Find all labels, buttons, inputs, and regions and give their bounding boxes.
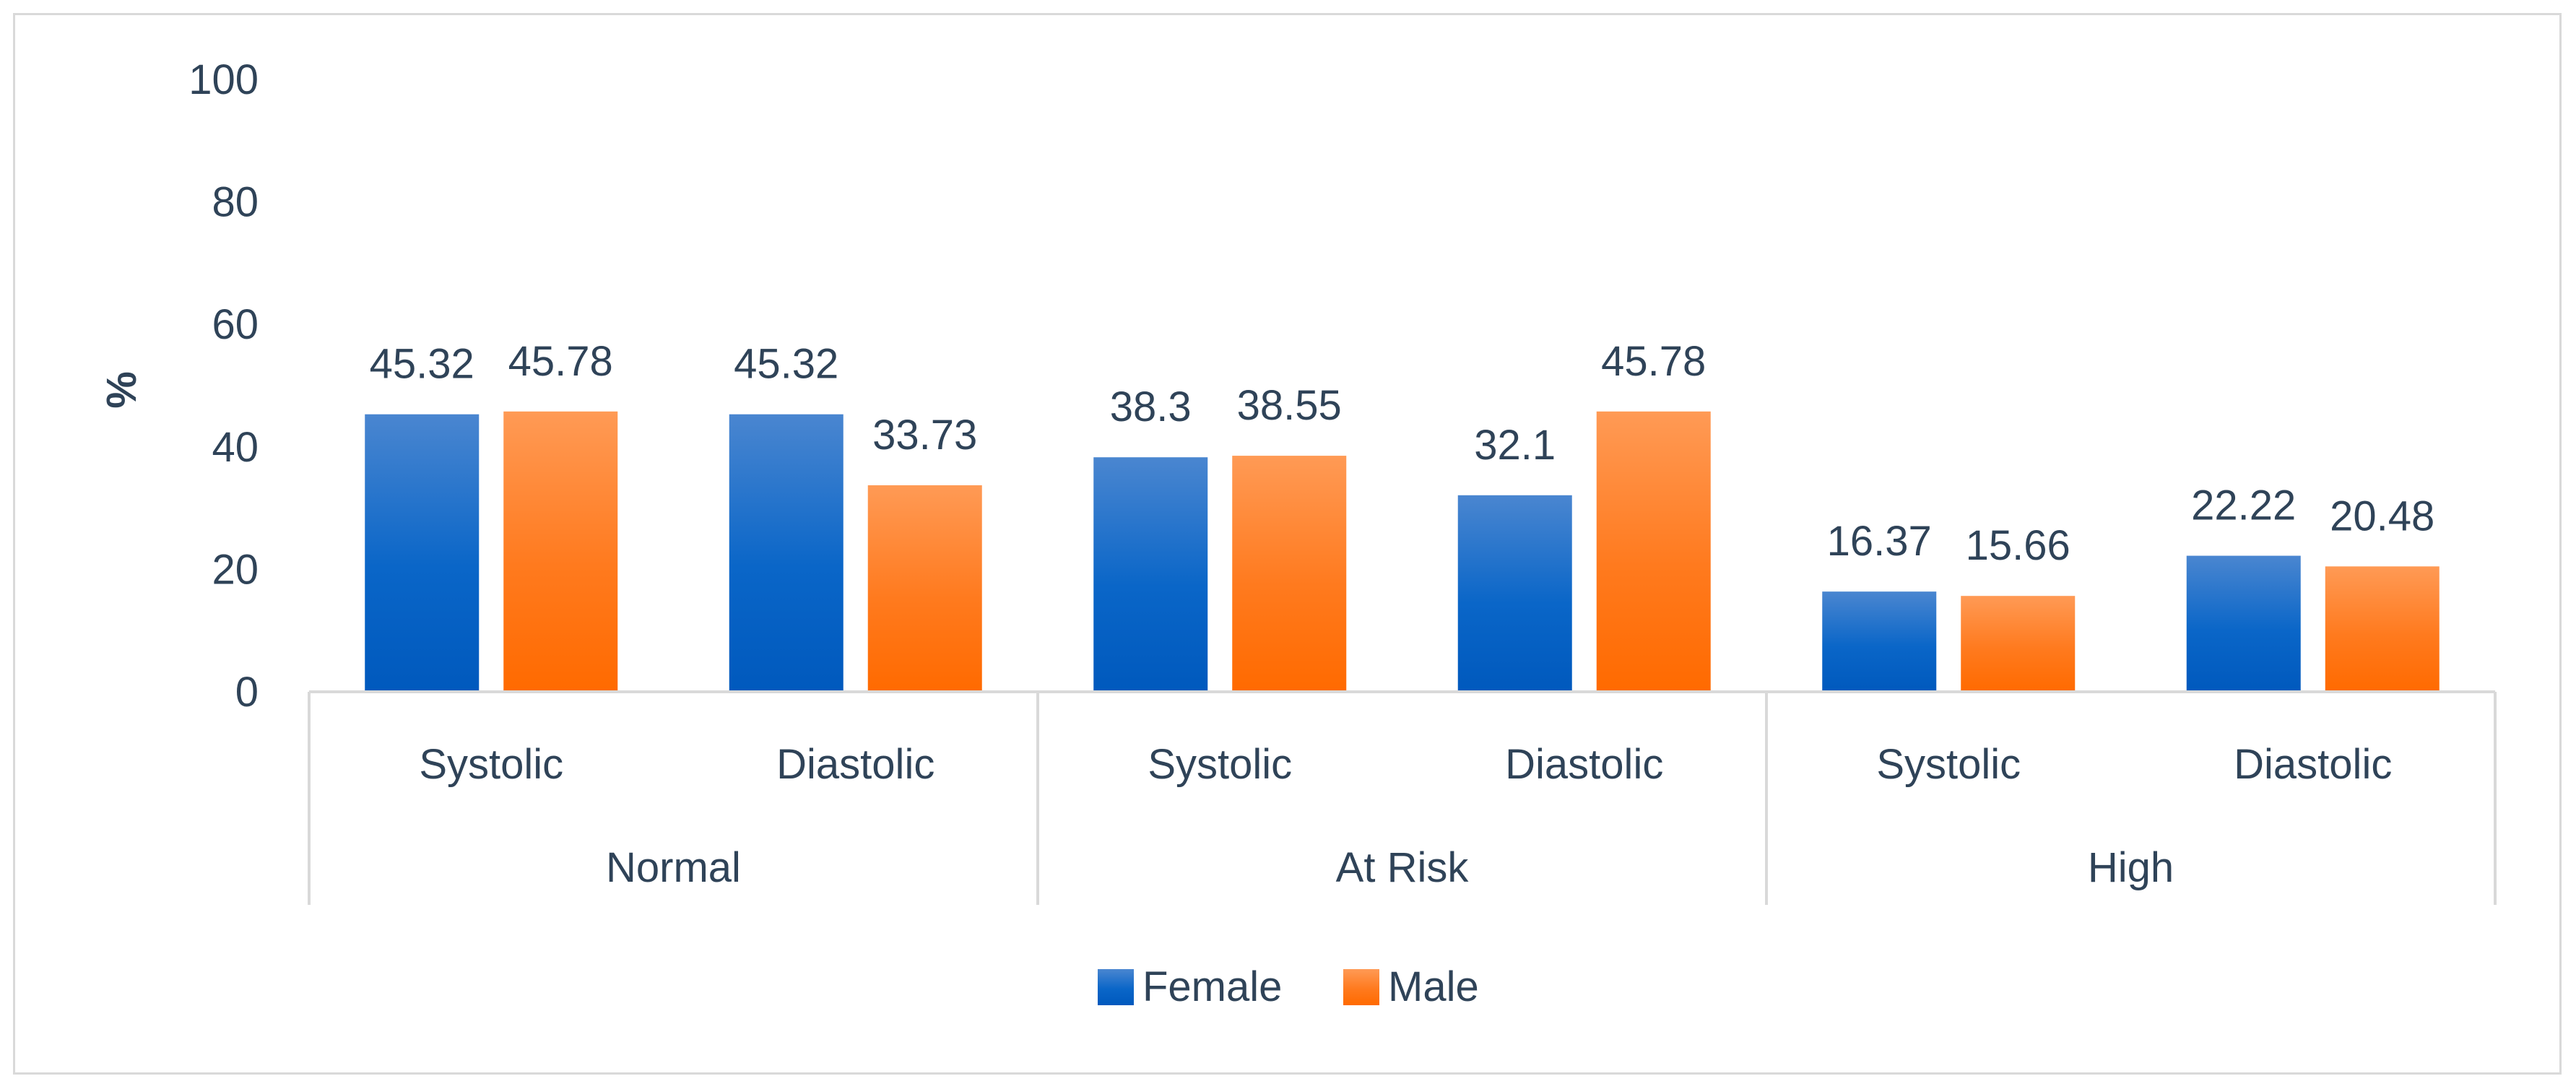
bar-female bbox=[1822, 591, 1937, 692]
y-axis: 0 20 40 60 80 100 bbox=[188, 56, 259, 716]
data-label: 45.32 bbox=[734, 341, 838, 388]
category-label: Systolic bbox=[1876, 741, 2021, 788]
group-label: High bbox=[2088, 844, 2174, 891]
y-tick-label: 0 bbox=[235, 669, 259, 716]
bar-male bbox=[867, 485, 982, 692]
y-tick-label: 20 bbox=[212, 546, 259, 593]
bar-male bbox=[1961, 596, 2076, 692]
data-label: 32.1 bbox=[1474, 422, 1556, 469]
x-axis: Systolic Diastolic Normal Systolic Diastolic… bbox=[308, 690, 2497, 905]
legend: Female Male bbox=[1098, 963, 1479, 1010]
group-label: At Risk bbox=[1336, 844, 1470, 891]
data-labels: 45.32 45.78 45.32 33.73 38.3 38.55 32.1 45.78 16… bbox=[370, 338, 2435, 569]
bar-male bbox=[503, 411, 618, 692]
y-tick-label: 80 bbox=[212, 179, 259, 226]
data-label: 20.48 bbox=[2330, 493, 2434, 539]
data-label: 45.78 bbox=[508, 338, 613, 385]
legend-swatch-male bbox=[1343, 969, 1379, 1005]
bar-male bbox=[2325, 566, 2440, 692]
bar-male bbox=[1232, 456, 1347, 692]
data-label: 22.22 bbox=[2191, 482, 2296, 529]
data-label: 45.32 bbox=[370, 341, 474, 388]
group-label: Normal bbox=[606, 844, 741, 891]
y-tick-label: 40 bbox=[212, 424, 259, 471]
bar-female bbox=[1457, 495, 1572, 692]
data-label: 45.78 bbox=[1601, 338, 1706, 385]
legend-swatch-female bbox=[1098, 969, 1134, 1005]
bar-female bbox=[2186, 555, 2301, 692]
bar-female bbox=[1093, 457, 1208, 692]
category-label: Diastolic bbox=[2234, 741, 2392, 788]
data-label: 16.37 bbox=[1827, 518, 1932, 565]
bars bbox=[365, 411, 2440, 692]
data-label: 38.55 bbox=[1237, 382, 1342, 429]
y-tick-label: 100 bbox=[188, 56, 259, 103]
y-axis-title: % bbox=[98, 371, 145, 409]
bar-female bbox=[729, 414, 844, 692]
legend-label-male: Male bbox=[1388, 963, 1479, 1010]
category-label: Diastolic bbox=[776, 741, 934, 788]
y-tick-label: 60 bbox=[212, 301, 259, 348]
data-label: 38.3 bbox=[1110, 383, 1192, 430]
category-label: Systolic bbox=[419, 741, 563, 788]
data-label: 15.66 bbox=[1966, 522, 2070, 569]
category-label: Systolic bbox=[1148, 741, 1292, 788]
bar-male bbox=[1596, 411, 1711, 692]
data-label: 33.73 bbox=[872, 412, 977, 459]
legend-label-female: Female bbox=[1142, 963, 1282, 1010]
bar-female bbox=[365, 414, 480, 692]
category-label: Diastolic bbox=[1505, 741, 1663, 788]
